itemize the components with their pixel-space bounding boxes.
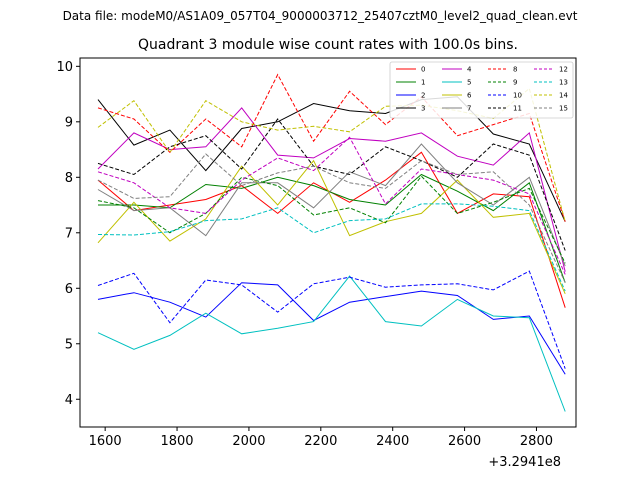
y-tick-label: 4 xyxy=(65,393,73,408)
series-layer xyxy=(97,73,566,412)
series-line-10 xyxy=(97,270,566,369)
series-line-15 xyxy=(97,153,566,283)
y-tick-label: 9 xyxy=(65,115,73,130)
legend-label-5: 5 xyxy=(467,79,471,87)
y-tick-label: 8 xyxy=(65,171,73,186)
legend-label-9: 9 xyxy=(513,79,517,87)
legend-label-8: 8 xyxy=(513,66,517,74)
y-tick-label: 7 xyxy=(65,226,73,241)
legend-label-11: 11 xyxy=(513,105,522,113)
series-line-12 xyxy=(97,136,566,275)
x-tick-label: 2200 xyxy=(304,434,337,449)
series-line-5 xyxy=(97,275,566,412)
chart-suptitle: Data file: modeM0/AS1A09_057T04_90000037… xyxy=(63,9,578,23)
legend-label-7: 7 xyxy=(467,105,471,113)
series-line-8 xyxy=(97,73,566,222)
legend-label-10: 10 xyxy=(513,92,522,100)
legend-label-14: 14 xyxy=(559,92,568,100)
y-tick-label: 6 xyxy=(65,282,73,297)
x-tick-label: 2800 xyxy=(520,434,553,449)
series-line-1 xyxy=(98,173,566,283)
x-offset-label: +3.2941e8 xyxy=(488,455,561,470)
x-tick-label: 1800 xyxy=(160,434,193,449)
legend-label-2: 2 xyxy=(421,92,425,100)
plot-area xyxy=(80,58,576,427)
plot-frame xyxy=(79,57,577,428)
series-line-4 xyxy=(97,107,566,272)
x-tick-label: 2400 xyxy=(376,434,409,449)
legend-label-1: 1 xyxy=(421,79,425,87)
legend-label-4: 4 xyxy=(467,66,472,74)
x-tick-label: 1600 xyxy=(89,434,122,449)
legend-label-13: 13 xyxy=(559,79,568,87)
legend-label-0: 0 xyxy=(421,66,425,74)
x-tick-label: 2600 xyxy=(448,434,481,449)
series-line-11 xyxy=(97,118,566,251)
x-tick-label: 2000 xyxy=(232,434,265,449)
legend-label-12: 12 xyxy=(559,66,568,74)
legend-frame xyxy=(389,61,574,119)
y-tick-label: 10 xyxy=(56,60,73,75)
legend-label-3: 3 xyxy=(421,105,425,113)
y-tick-label: 5 xyxy=(65,337,73,352)
legend-label-15: 15 xyxy=(559,105,568,113)
chart-title: Quadrant 3 module wise count rates with … xyxy=(138,37,518,53)
legend-label-6: 6 xyxy=(467,92,472,100)
series-line-13 xyxy=(97,203,566,292)
series-line-2 xyxy=(97,282,566,375)
series-line-3 xyxy=(97,96,566,222)
series-line-6 xyxy=(97,159,566,295)
series-line-7 xyxy=(97,143,566,267)
